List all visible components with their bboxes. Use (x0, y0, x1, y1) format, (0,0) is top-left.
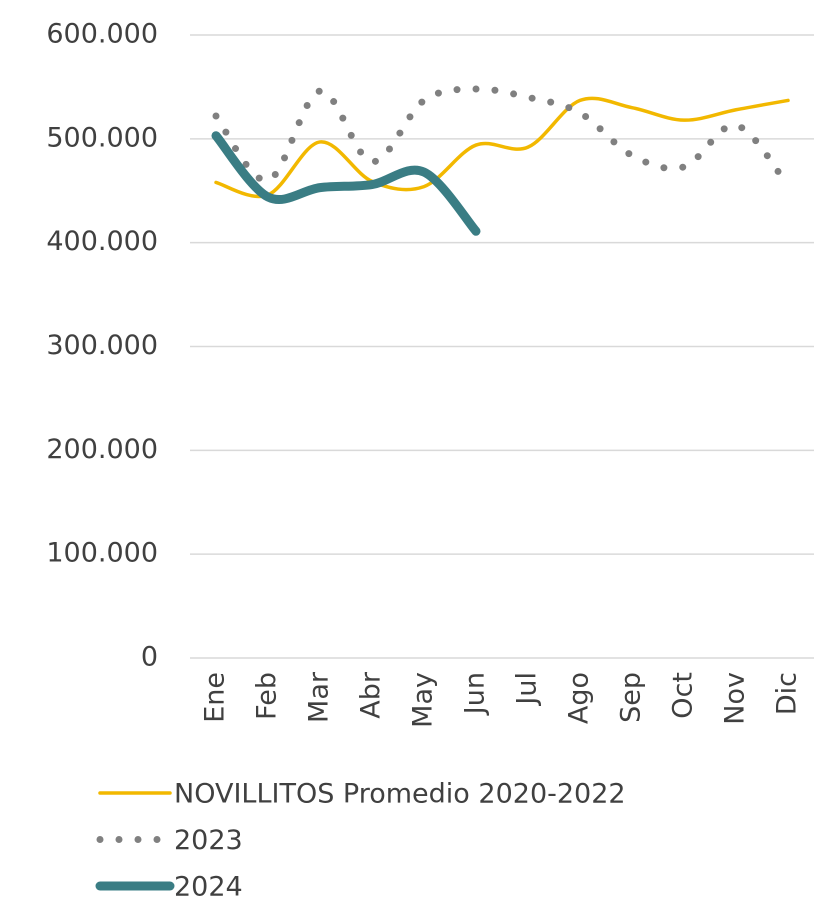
x-tick-label: Nov (720, 672, 751, 725)
y-tick-label: 200.000 (46, 434, 158, 465)
y-tick-label: 300.000 (46, 330, 158, 361)
y-tick-label: 0 (141, 642, 158, 673)
legend-label: 2023 (174, 825, 243, 856)
y-tick-label: 600.000 (46, 19, 158, 50)
y-tick-label: 100.000 (46, 538, 158, 569)
x-tick-label: Ene (200, 672, 231, 723)
x-tick-label: Jun (460, 672, 491, 716)
x-tick-label: Sep (616, 672, 647, 723)
x-tick-label: Feb (252, 672, 283, 720)
series-line (211, 131, 481, 236)
x-tick-label: Oct (668, 672, 699, 719)
x-tick-label: May (408, 672, 439, 728)
x-tick-label: Ago (564, 672, 595, 724)
x-tick-label: Abr (356, 671, 387, 719)
x-tick-label: Dic (772, 672, 803, 715)
y-tick-label: 500.000 (46, 122, 158, 153)
x-tick-label: Jul (512, 672, 543, 707)
series-line (212, 85, 792, 190)
x-tick-label: Mar (304, 671, 335, 723)
legend-label: 2024 (174, 872, 243, 901)
series-line (214, 96, 790, 199)
y-tick-label: 400.000 (46, 226, 158, 257)
legend-label: NOVILLITOS Promedio 2020-2022 (174, 779, 626, 810)
